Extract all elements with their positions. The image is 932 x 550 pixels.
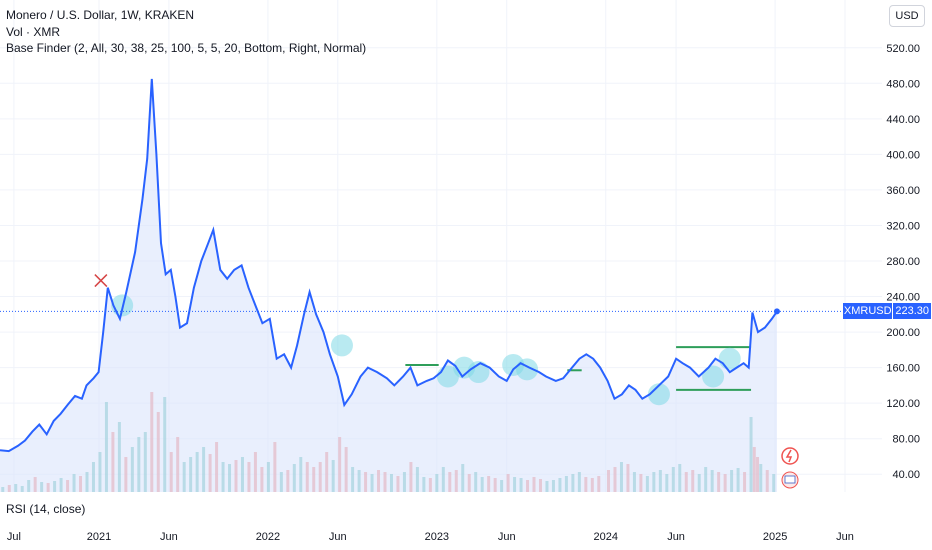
time-tick-label: 2022 [256, 531, 280, 543]
time-tick-label: Jun [667, 531, 685, 543]
time-axis[interactable]: Jul 2021 Jun 2022 Jun 2023 Jun 2024 Jun 2025 Jun [7, 531, 854, 543]
time-tick-label: Jun [160, 531, 178, 543]
base-finder-circles [111, 294, 741, 406]
price-tick-label: 480.00 [886, 78, 920, 90]
price-tick-label: 80.00 [892, 434, 920, 446]
price-tick-label: 200.00 [886, 327, 920, 339]
lightning-icon [785, 449, 793, 463]
price-tick-label: 400.00 [886, 149, 920, 161]
rsi-legend[interactable]: RSI (14, close) [6, 502, 86, 516]
price-tick-label: 160.00 [886, 363, 920, 375]
base-circle [702, 365, 725, 388]
price-tick-label: 240.00 [886, 292, 920, 304]
price-line [0, 78, 778, 453]
base-circle [647, 383, 670, 406]
base-finder-legend[interactable]: Base Finder (2, All, 30, 38, 25, 100, 5,… [6, 41, 367, 55]
currency-button[interactable]: USD [889, 5, 925, 27]
price-tick-label: 320.00 [886, 220, 920, 232]
time-tick-label: 2025 [763, 531, 787, 543]
volume-legend[interactable]: Vol · XMR [6, 25, 61, 39]
price-tick-label: 120.00 [886, 398, 920, 410]
event-icons[interactable] [781, 447, 799, 489]
cross-mark [94, 274, 108, 288]
time-tick-label: 2021 [87, 531, 111, 543]
last-price-dot [773, 308, 780, 315]
dividend-event-icon[interactable] [781, 447, 799, 465]
time-tick-label: Jun [498, 531, 516, 543]
last-price-label: XMRUSD 223.30 [843, 303, 931, 320]
time-tick-label: Jul [7, 531, 21, 543]
price-tick-label: 520.00 [886, 43, 920, 55]
time-tick-label: Jun [836, 531, 854, 543]
base-circle [467, 361, 490, 384]
price-tick-label: 280.00 [886, 256, 920, 268]
time-tick-label: Jun [329, 531, 347, 543]
price-area-fill [0, 78, 777, 493]
cross-marks [94, 274, 108, 288]
us-flag-icon [784, 475, 796, 484]
symbol-label: XMRUSD [843, 303, 893, 320]
base-circle [330, 334, 353, 357]
price-axis[interactable]: 40.00 80.00 120.00 160.00 200.00 240.00 280.00… [886, 43, 920, 481]
symbol-title[interactable]: Monero / U.S. Dollar, 1W, KRAKEN [6, 8, 195, 22]
time-tick-label: 2023 [425, 531, 449, 543]
price-tick-label: 40.00 [892, 469, 920, 481]
price-tick-label: 440.00 [886, 114, 920, 126]
time-tick-label: 2024 [593, 531, 617, 543]
price-value-label: 223.30 [892, 303, 931, 320]
price-tick-label: 360.00 [886, 185, 920, 197]
